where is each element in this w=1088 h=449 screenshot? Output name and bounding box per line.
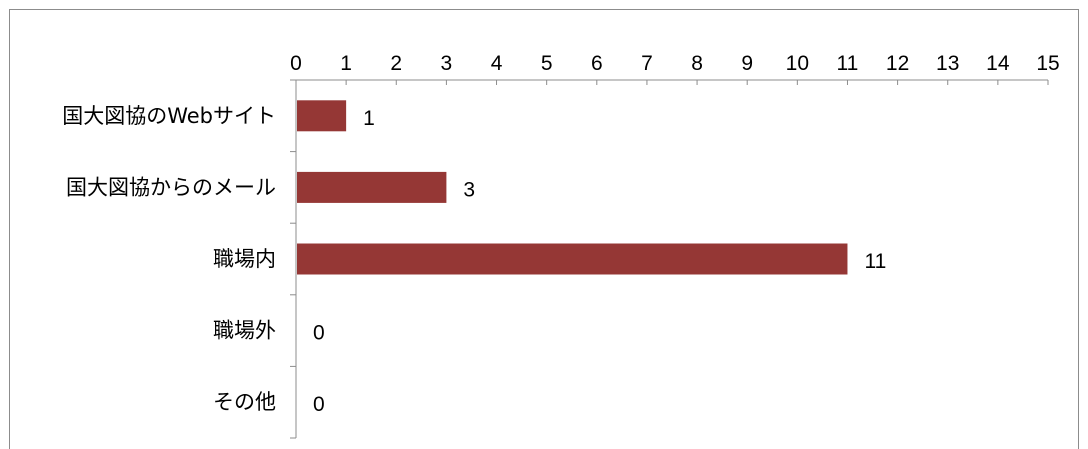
- category-label: 国大図協からのメール: [66, 175, 276, 199]
- x-tick-label: 11: [837, 52, 859, 75]
- x-tick-label: 8: [691, 52, 703, 75]
- category-label: 国大図協のWebサイト: [62, 104, 276, 128]
- x-tick-label: 10: [786, 52, 809, 75]
- data-label: 11: [864, 250, 886, 273]
- x-tick-label: 7: [641, 52, 653, 75]
- bar: [297, 243, 848, 275]
- category-label: 職場内: [213, 247, 276, 271]
- x-tick-label: 12: [886, 52, 909, 75]
- bar: [297, 171, 447, 203]
- x-tick-label: 4: [491, 52, 503, 75]
- data-label: 0: [313, 393, 325, 416]
- x-tick-label: 9: [741, 52, 753, 75]
- bar: [297, 100, 347, 132]
- x-tick-label: 1: [340, 52, 352, 75]
- labels-layer: 国大図協のWebサイト 1 国大図協からのメール 3 職場内 11 職場外 0 その他 0: [62, 104, 886, 416]
- axis-layer: 0 1 2 3 4 5 6 7 8 9 10 11 12 13 14 15: [290, 52, 1060, 439]
- data-label: 3: [463, 178, 475, 201]
- x-tick-label: 3: [441, 52, 453, 75]
- x-tick-label: 13: [936, 52, 959, 75]
- category-label: 職場外: [213, 319, 276, 343]
- data-label: 1: [363, 107, 375, 130]
- chart-frame: [9, 9, 1079, 449]
- data-label: 0: [313, 322, 325, 345]
- bars-layer: [297, 100, 848, 275]
- category-label: その他: [213, 390, 276, 414]
- x-tick-label: 14: [986, 52, 1010, 75]
- x-tick-label: 2: [390, 52, 402, 75]
- x-tick-label: 5: [541, 52, 553, 75]
- x-tick-label: 0: [290, 52, 302, 75]
- x-tick-label: 6: [591, 52, 603, 75]
- x-tick-label: 15: [1036, 52, 1059, 75]
